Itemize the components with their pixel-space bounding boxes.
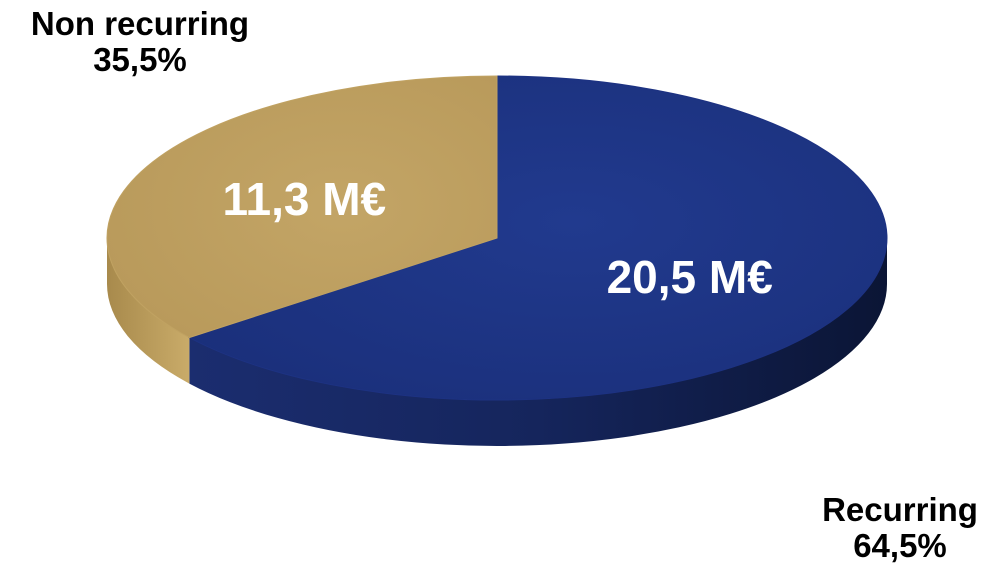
slice-name-non-recurring: Non recurring [30,5,250,42]
slice-value-recurring: 20,5 M€ [607,251,773,303]
pie-slice-recurring [188,75,888,401]
slice-label-non-recurring: Non recurring 35,5% [10,6,270,78]
slice-percent-recurring: 64,5% [853,527,947,564]
slice-percent-non-recurring: 35,5% [93,41,187,78]
pie-slice-non-recurring [106,75,498,339]
slice-name-recurring: Recurring [822,491,978,528]
slice-label-recurring: Recurring 64,5% [800,492,1000,564]
pie-side-recurring [189,238,887,446]
slice-value-non-recurring: 11,3 M€ [222,173,386,225]
